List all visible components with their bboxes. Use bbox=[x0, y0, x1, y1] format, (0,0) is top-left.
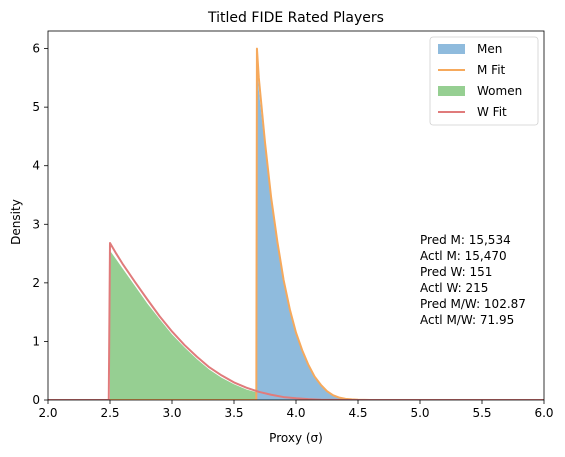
annotation-line: Actl M: 15,470 bbox=[420, 249, 507, 263]
annotation-line: Pred M/W: 102.87 bbox=[420, 297, 526, 311]
y-tick-label: 0 bbox=[32, 393, 40, 407]
legend-label: M Fit bbox=[477, 63, 506, 77]
legend-label: Women bbox=[477, 84, 522, 98]
plot-area bbox=[47, 30, 545, 401]
x-tick-label: 2.5 bbox=[100, 406, 119, 420]
x-tick-label: 4.0 bbox=[286, 406, 305, 420]
axis-ticks: 2.0 2.5 3.0 3.5 4.0 4.5 5.0 5.5 6.0 0 1 2 3 4 5 6 bbox=[32, 42, 553, 420]
legend: Men M Fit Women W Fit bbox=[429, 36, 539, 126]
x-tick-label: 6.0 bbox=[534, 406, 553, 420]
plot-marks bbox=[48, 47, 544, 400]
legend-swatch bbox=[438, 86, 465, 96]
chart-title: Titled FIDE Rated Players bbox=[207, 10, 384, 26]
annotation-line: Actl M/W: 71.95 bbox=[420, 313, 514, 327]
legend-label: W Fit bbox=[477, 105, 507, 119]
stats-annotation: Pred M: 15,534 Actl M: 15,470 Pred W: 151 A… bbox=[420, 233, 526, 327]
y-tick-label: 6 bbox=[32, 42, 40, 56]
legend-swatch bbox=[438, 44, 465, 54]
men-histogram-fill bbox=[256, 60, 358, 400]
annotation-line: Pred W: 151 bbox=[420, 265, 492, 279]
x-tick-label: 5.5 bbox=[472, 406, 491, 420]
legend-label: Men bbox=[477, 42, 502, 56]
w-fit-line bbox=[48, 242, 544, 400]
x-tick-label: 2.0 bbox=[38, 406, 57, 420]
y-tick-label: 1 bbox=[32, 334, 40, 348]
y-tick-label: 4 bbox=[32, 159, 40, 173]
annotation-line: Pred M: 15,534 bbox=[420, 233, 511, 247]
women-histogram-fill bbox=[110, 250, 321, 400]
y-axis-label: Density bbox=[9, 199, 23, 245]
annotation-line: Actl W: 215 bbox=[420, 281, 488, 295]
x-tick-label: 3.5 bbox=[224, 406, 243, 420]
y-tick-label: 2 bbox=[32, 276, 40, 290]
y-tick-label: 3 bbox=[32, 217, 40, 231]
x-tick-label: 3.0 bbox=[162, 406, 181, 420]
y-tick-label: 5 bbox=[32, 100, 40, 114]
x-axis-label: Proxy (σ) bbox=[269, 431, 323, 445]
x-tick-label: 4.5 bbox=[348, 406, 367, 420]
legend-box bbox=[429, 36, 539, 126]
x-tick-label: 5.0 bbox=[410, 406, 429, 420]
